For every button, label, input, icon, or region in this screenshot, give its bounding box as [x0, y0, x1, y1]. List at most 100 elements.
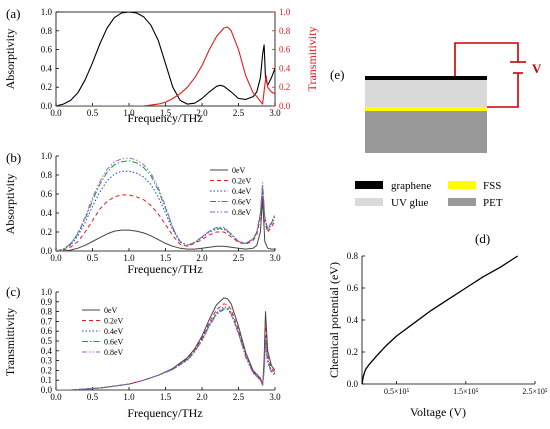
- panel-a-xtick-label: 2.5: [233, 108, 245, 118]
- series-line-0.8eV: [56, 309, 275, 390]
- panel-d-xtick-label: 2.5×10⁵: [522, 387, 548, 396]
- panel-d-xtick-label: 1.5×10⁵: [453, 387, 479, 396]
- panel-a-frame: [55, 11, 276, 107]
- panel-c-xtick-label: 1.5: [160, 392, 172, 402]
- panel-c-ytick-label: 0.8: [41, 307, 53, 317]
- panel-b-xtick-label: 2.0: [196, 253, 208, 263]
- panel-c-series-group: [56, 297, 275, 390]
- panel-c-xtick-group: 0.0 0.5 1.0 1.5 2.0 2.5 3.0: [50, 387, 281, 402]
- legend-label-graphene: graphene: [391, 180, 431, 192]
- panel-b-ytick-label: 0.8: [41, 170, 53, 180]
- absorptivity-line: [56, 12, 275, 106]
- panel-b-legend-label: 0.4eV: [232, 187, 252, 196]
- panel-a-label: (a): [6, 6, 20, 21]
- panel-b-legend-label: 0.2eV: [232, 177, 252, 186]
- panel-a-xtick-group: 0.0 0.5 1.0 1.5 2.0 2.5 3.0: [50, 103, 281, 118]
- panel-c-legend-label: 0.6eV: [104, 338, 124, 347]
- panel-d-xtick-group: 0.5×10⁵ 1.5×10⁵ 2.5×10⁵: [384, 381, 548, 396]
- panel-a-xtick-label: 1.0: [123, 108, 135, 118]
- legend-label-pet: PET: [483, 197, 503, 209]
- panel-a-ytick-label: 0.6: [41, 45, 53, 55]
- panel-a-xtick-label: 0.0: [50, 108, 62, 118]
- panel-d-ytick-label: 0.8: [347, 251, 359, 261]
- panel-b-ytick-label: 1.0: [41, 151, 53, 161]
- uv-glue-layer: [365, 79, 487, 107]
- panel-b-xtick-label: 1.5: [160, 253, 172, 263]
- legend-label-fss: FSS: [483, 180, 501, 192]
- series-line-0.4eV: [56, 306, 275, 390]
- panel-a-y2tick-label: 1.0: [279, 7, 291, 17]
- panel-b-xtick-label: 3.0: [269, 253, 281, 263]
- circuit-wire-bottom: [487, 73, 519, 108]
- graphene-layer: [365, 76, 487, 80]
- series-line-0.2eV: [56, 303, 275, 390]
- panel-a-y2tick-label: 0.0: [279, 101, 291, 111]
- panel-b-legend-label: 0.8eV: [232, 208, 252, 217]
- panel-a-xtick-label: 3.0: [269, 108, 281, 118]
- panel-b-xtick-label: 1.0: [123, 253, 135, 263]
- panel-a-ytick-label: 0.8: [41, 26, 53, 36]
- panel-a-ylabel: Absorptivity: [3, 29, 17, 90]
- panel-b-ytick-group: 0.0 0.2 0.4 0.6 0.8 1.0: [41, 151, 59, 256]
- panel-c-legend-label: 0.4eV: [104, 327, 124, 336]
- legend-swatch-graphene: [355, 181, 383, 189]
- panel-b-legend-label: 0eV: [232, 166, 246, 175]
- panel-b-ytick-label: 0.0: [41, 246, 53, 256]
- panel-c-ylabel: Transmittivity: [3, 308, 17, 376]
- panel-c-legend-label: 0eV: [104, 306, 118, 315]
- panel-b-ytick-label: 0.4: [41, 208, 53, 218]
- series-line-0.2eV: [56, 191, 275, 251]
- panel-a-ytick-label: 0.4: [41, 63, 53, 73]
- panel-c-ytick-label: 0.3: [41, 356, 53, 366]
- panel-b-label: (b): [6, 150, 21, 165]
- panel-c-xtick-label: 2.0: [196, 392, 208, 402]
- series-line-0.6eV: [56, 308, 275, 390]
- panel-d-xlabel: Voltage (V): [410, 405, 466, 419]
- panel-c-legend-label: 0.2eV: [104, 317, 124, 326]
- panel-a-y2tick-group: 0.0 0.2 0.4 0.6 0.8 1.0: [272, 7, 291, 111]
- panel-c-ytick-group: 0.00.10.20.30.40.50.60.70.80.91.0: [41, 287, 59, 395]
- panel-e-label: (e): [330, 67, 344, 82]
- panel-a-series-group: [56, 12, 275, 106]
- panel-a-y2tick-label: 0.6: [279, 45, 291, 55]
- panel-c-xtick-label: 2.5: [233, 392, 245, 402]
- panel-c-ytick-label: 0.2: [41, 365, 52, 375]
- panel-c: (c) 0.0 0.5 1.0 1.5 2.0 2.5 3.0 0.00.10.20.30.…: [3, 284, 281, 420]
- panel-c-ytick-label: 0.7: [41, 316, 53, 326]
- panel-b-ytick-label: 0.2: [41, 227, 52, 237]
- panel-b-xtick-label: 0.5: [87, 253, 99, 263]
- transmitivity-line: [56, 26, 275, 106]
- panel-a-ytick-label: 0.0: [41, 101, 53, 111]
- series-line-0eV: [56, 198, 275, 251]
- panel-a-y2tick-label: 0.8: [279, 26, 291, 36]
- panel-b-xlabel: Frequency/THz: [127, 262, 202, 276]
- panel-c-ytick-label: 0.9: [41, 297, 53, 307]
- fss-layer: [365, 107, 487, 111]
- panel-a-ytick-label: 1.0: [41, 7, 53, 17]
- panel-c-xtick-label: 0.0: [50, 392, 62, 402]
- panel-d-xtick-label: 0.5×10⁵: [384, 387, 410, 396]
- panel-b-xtick-group: 0.0 0.5 1.0 1.5 2.0 2.5 3.0: [50, 248, 281, 263]
- panel-c-label: (c): [6, 284, 20, 299]
- panel-a: (a) 0.0 0.5 1.0 1.5 2.0 2.5 3.0 0.00.20.40.60.…: [3, 6, 319, 125]
- panel-b-xtick-label: 2.5: [233, 253, 245, 263]
- panel-c-ytick-label: 0.0: [41, 385, 53, 395]
- panel-a-xtick-label: 2.0: [196, 108, 208, 118]
- panel-e-schematic: (e) V graphene FSS UV glue PET: [330, 42, 542, 209]
- legend-swatch-fss: [448, 181, 476, 189]
- panel-a-y2label: Transmitivity: [305, 27, 319, 92]
- panel-b-ytick-label: 0.6: [41, 189, 53, 199]
- series-line-0.4eV: [56, 170, 275, 251]
- panel-d-ytick-label: 0.0: [347, 379, 359, 389]
- legend-swatch-pet: [448, 198, 476, 206]
- panel-c-ytick-label: 0.4: [41, 346, 53, 356]
- panel-c-ytick-label: 0.6: [41, 326, 53, 336]
- panel-b: (b) 0.0 0.5 1.0 1.5 2.0 2.5 3.0 0.0 0.2 0.4 0.6 0.…: [3, 150, 281, 276]
- panel-b-series-group: [56, 157, 275, 251]
- panel-a-y2tick-label: 0.4: [279, 63, 291, 73]
- panel-c-xtick-label: 0.5: [87, 392, 99, 402]
- panel-a-xtick-label: 0.5: [87, 108, 99, 118]
- panel-d-ytick-label: 0.2: [347, 347, 358, 357]
